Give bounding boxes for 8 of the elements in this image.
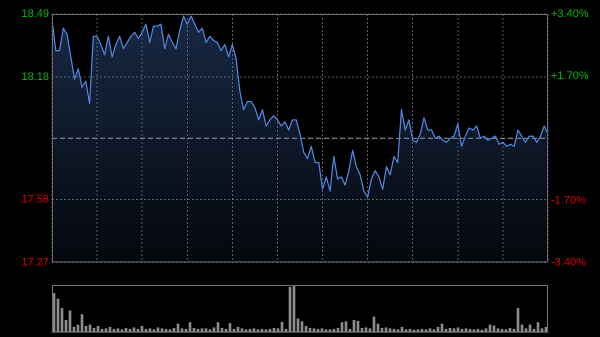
y2-tick-label: +3.40%: [551, 8, 589, 20]
y-tick-label: 17.27: [21, 256, 49, 268]
y2-tick-label: +1.70%: [551, 70, 589, 82]
y2-tick-label: -3.40%: [551, 256, 586, 268]
y-tick-label: 17.58: [21, 193, 49, 206]
y2-tick-label: -1.70%: [551, 194, 586, 206]
y-tick-label: 18.18: [21, 71, 49, 84]
y-tick-label: 18.49: [21, 8, 49, 20]
